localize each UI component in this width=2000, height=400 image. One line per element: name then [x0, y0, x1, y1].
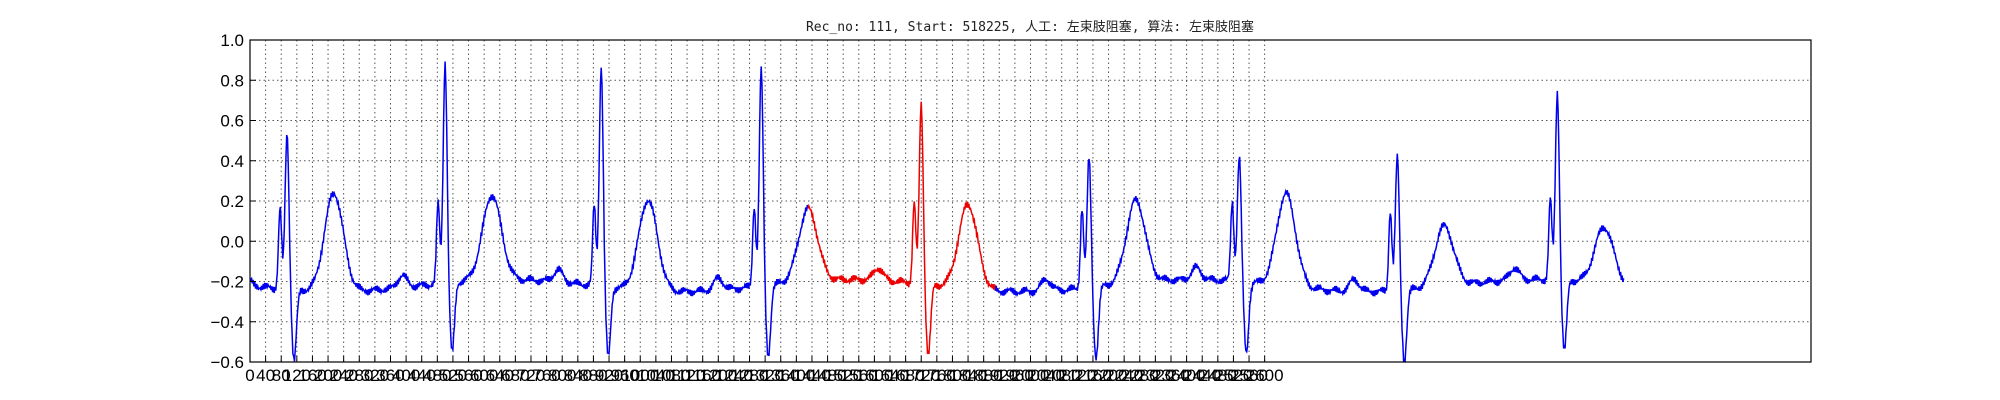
x-tick-label: 2280: [1121, 366, 1159, 385]
x-tick-label: 1440: [793, 366, 831, 385]
ecg-trace-normal-1: [249, 61, 809, 362]
x-tick-label: 1920: [980, 366, 1018, 385]
x-tick-label: 720: [517, 366, 545, 385]
x-tick-label: 360: [376, 366, 404, 385]
x-tick-label: 1400: [777, 366, 815, 385]
x-tick-label: 2120: [1058, 366, 1096, 385]
ecg-trace-normal-2: [994, 90, 1625, 364]
y-axis-ticks: −0.6 −0.4 −0.2 0.0 0.2 0.4 0.6 0.8 1.0: [210, 31, 256, 372]
x-tick-label: 1320: [746, 366, 784, 385]
x-tick-label: 1480: [809, 366, 847, 385]
x-tick-label: 2360: [1152, 366, 1190, 385]
y-tick-label: 0.2: [220, 192, 244, 211]
x-tick-label: 2400: [1168, 366, 1206, 385]
signal-traces: [249, 61, 1625, 364]
x-tick-label: 1760: [918, 366, 956, 385]
y-tick-label: −0.6: [210, 353, 244, 372]
x-tick-label: 600: [470, 366, 498, 385]
y-tick-label: 0.6: [220, 112, 244, 131]
y-tick-label: −0.4: [210, 313, 244, 332]
x-tick-label: 1200: [699, 366, 737, 385]
y-tick-label: 1.0: [220, 31, 244, 50]
x-tick-label: 1880: [965, 366, 1003, 385]
x-axis-ticks: 0 408012016020024028032036040044048052056…: [245, 356, 1284, 385]
x-tick-label: 2600: [1246, 366, 1284, 385]
x-tick-label: 240: [329, 366, 357, 385]
chart-title: Rec_no: 111, Start: 518225, 人工: 左束肢阻塞, 算…: [806, 19, 1254, 35]
x-tick-label: 320: [361, 366, 389, 385]
x-tick-label: 2000: [1012, 366, 1050, 385]
x-tick-label: 1360: [762, 366, 800, 385]
x-tick-label: 640: [486, 366, 514, 385]
x-tick-label: 2520: [1215, 366, 1253, 385]
x-tick-label: 2320: [1136, 366, 1174, 385]
x-tick-label: 760: [532, 366, 560, 385]
x-tick-label: 1080: [653, 366, 691, 385]
x-tick-label: 1640: [871, 366, 909, 385]
x-tick-label: 120: [283, 366, 311, 385]
x-tick-label: 1000: [621, 366, 659, 385]
x-tick-label: 800: [548, 366, 576, 385]
x-tick-label: 1840: [949, 366, 987, 385]
x-tick-label: 2560: [1230, 366, 1268, 385]
x-tick-label: 2160: [1074, 366, 1112, 385]
x-tick-label: 1520: [824, 366, 862, 385]
x-tick-label: 560: [454, 366, 482, 385]
x-tick-label: 2080: [1043, 366, 1081, 385]
x-tick-label: 1600: [855, 366, 893, 385]
x-tick-label: 1040: [637, 366, 675, 385]
x-tick-label: 1960: [996, 366, 1034, 385]
x-tick-label: 960: [610, 366, 638, 385]
ecg-trace-highlight: [807, 101, 997, 355]
x-tick-label: 0: [245, 366, 254, 385]
y-tick-label: −0.2: [210, 273, 244, 292]
x-tick-label: 680: [501, 366, 529, 385]
x-tick-label: 2480: [1199, 366, 1237, 385]
y-tick-label: 0.0: [220, 232, 244, 251]
x-tick-label: 1720: [902, 366, 940, 385]
x-tick-label: 2240: [1105, 366, 1143, 385]
x-tick-label: 1160: [684, 366, 721, 385]
x-tick-label: 2440: [1183, 366, 1221, 385]
grid: [250, 40, 1811, 362]
x-tick-label: 80: [272, 366, 291, 385]
x-tick-label: 440: [408, 366, 436, 385]
x-tick-label: 1120: [669, 366, 706, 385]
x-tick-label: 1280: [731, 366, 769, 385]
x-tick-label: 480: [423, 366, 451, 385]
x-tick-label: 1680: [887, 366, 925, 385]
x-tick-label: 160: [298, 366, 326, 385]
x-tick-label: 400: [392, 366, 420, 385]
y-tick-label: 0.8: [220, 71, 244, 90]
x-tick-label: 200: [314, 366, 342, 385]
y-tick-label: 0.4: [220, 152, 244, 171]
x-tick-label: 880: [579, 366, 607, 385]
x-tick-label: 840: [564, 366, 592, 385]
x-tick-label: 920: [595, 366, 623, 385]
x-tick-label: 1560: [840, 366, 878, 385]
x-tick-label: 2040: [1027, 366, 1065, 385]
x-tick-label: 280: [345, 366, 373, 385]
x-tick-label: 40: [256, 366, 275, 385]
x-tick-label: 520: [439, 366, 467, 385]
x-tick-label: 1240: [715, 366, 753, 385]
x-tick-label: 2200: [1090, 366, 1128, 385]
x-tick-label: 1800: [934, 366, 972, 385]
